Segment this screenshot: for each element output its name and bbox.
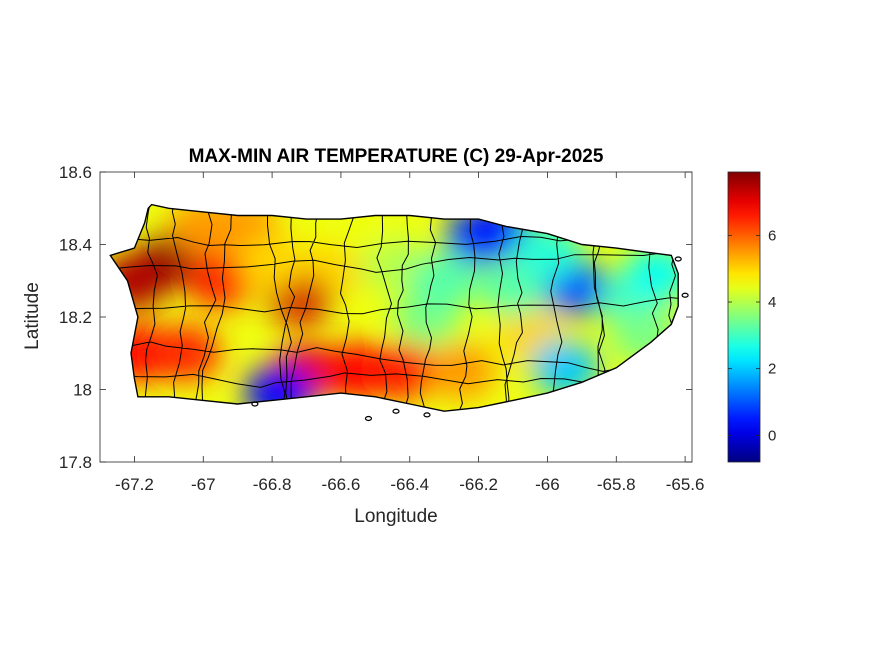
municipality-borders [110,204,679,412]
x-tick-label: -67.2 [115,475,154,494]
field-hotspot [427,343,496,400]
x-tick-label: -65.6 [666,475,705,494]
field-hotspot [368,343,437,400]
y-tick-label: 18.4 [59,236,92,255]
colorbar-tick-label: 4 [768,294,776,311]
x-tick-label: -66.4 [390,475,429,494]
colorbar-tick-label: 0 [768,427,776,444]
x-tick-label: -66.6 [322,475,361,494]
x-tick-label: -66.2 [459,475,498,494]
colorbar [727,171,761,463]
x-tick-label: -65.8 [597,475,636,494]
y-axis-ticks: 17.8 18 18.2 18.4 18.6 [59,163,692,472]
x-tick-label: -66 [535,475,560,494]
colorbar-tick-label: 2 [768,361,776,378]
x-tick-label: -67 [191,475,216,494]
x-tick-label: -66.8 [253,475,292,494]
y-tick-label: 18 [73,381,92,400]
colorbar-tick-label: 6 [768,227,776,244]
field-hotspot [238,234,307,291]
y-tick-label: 18.6 [59,163,92,182]
chart-title: MAX-MIN AIR TEMPERATURE (C) 29-Apr-2025 [189,146,604,167]
small-islets [251,256,689,422]
island-outline [109,203,679,412]
x-axis-ticks: -67.2 -67 -66.8 -66.6 -66.4 -66.2 -66 -65.8 -65.… [115,172,704,494]
y-tick-label: 17.8 [59,453,92,472]
y-tick-label: 18.2 [59,308,92,327]
y-axis-label: Latitude [22,282,43,350]
colorbar-ticks: 0 2 4 6 [728,227,776,444]
field-hotspot [152,325,221,382]
field-hotspot [410,252,479,309]
x-axis-label: Longitude [354,506,437,527]
